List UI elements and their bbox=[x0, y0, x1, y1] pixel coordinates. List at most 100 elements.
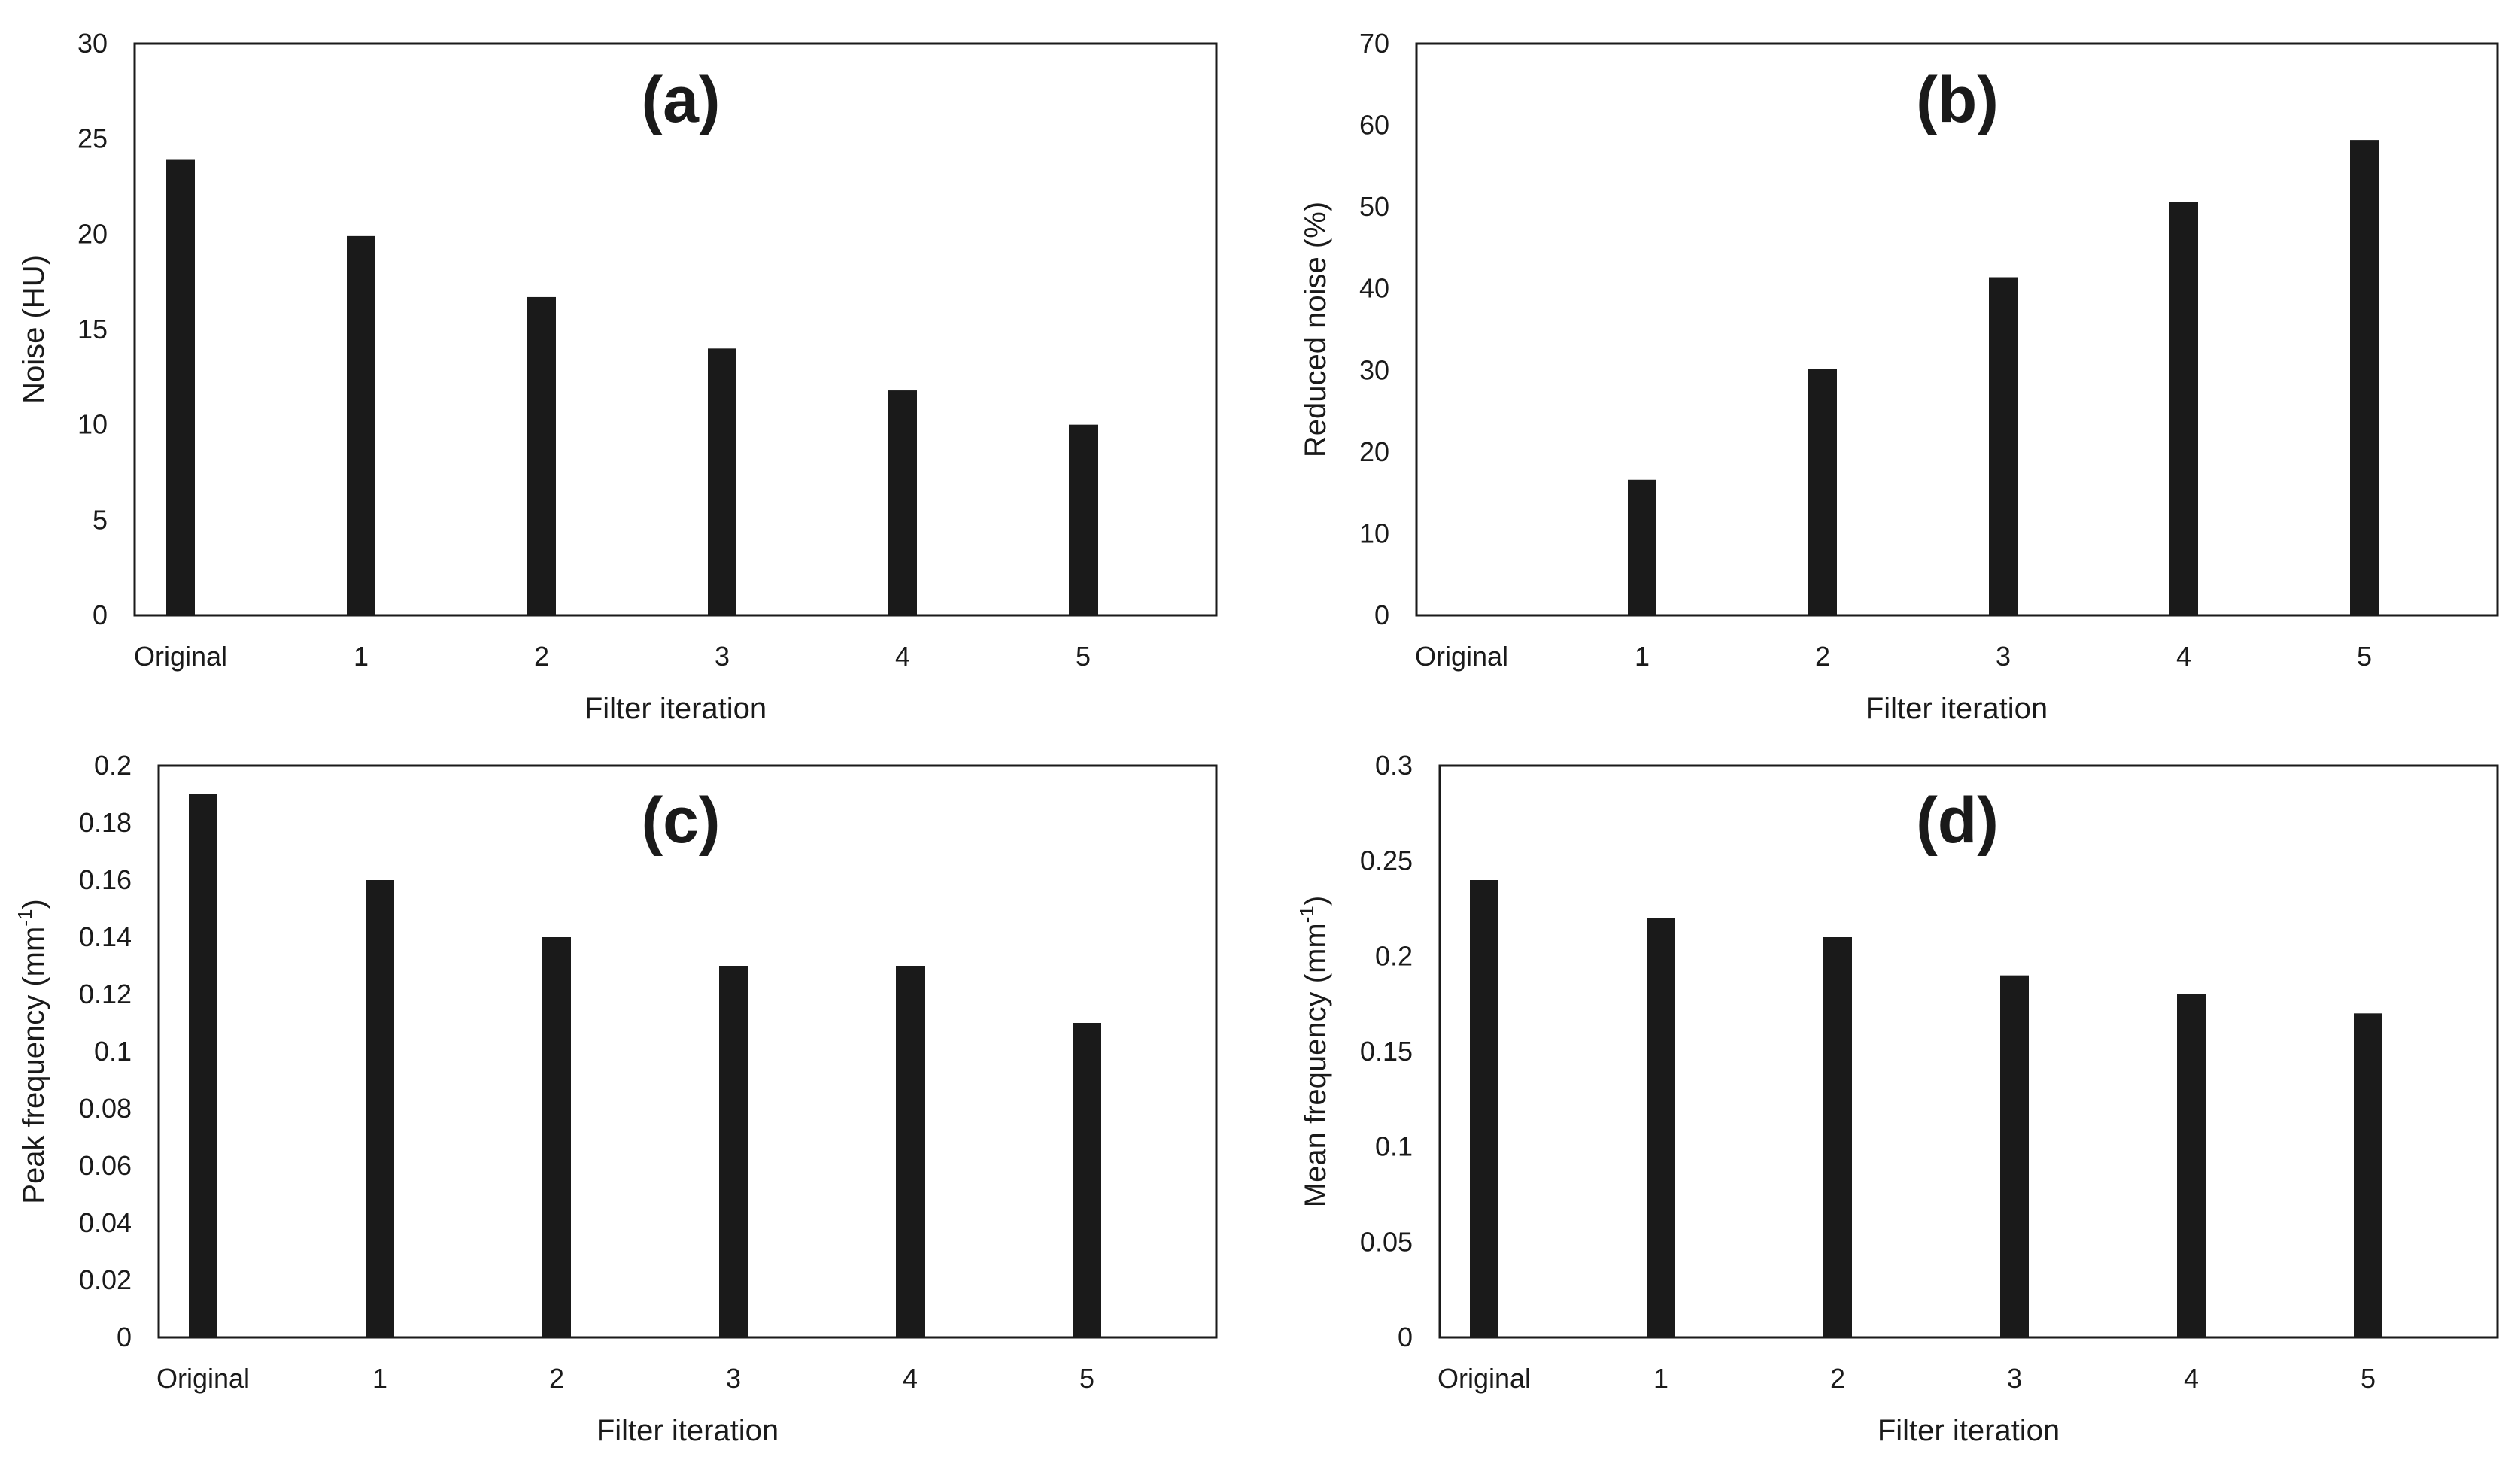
y-axis-title: Noise (HU) bbox=[17, 255, 50, 404]
panel-label: (c) bbox=[641, 785, 720, 857]
bar bbox=[1628, 479, 1656, 615]
x-tick-label: 4 bbox=[2184, 1363, 2199, 1394]
y-tick-label: 0.14 bbox=[79, 921, 132, 952]
y-axis-title: Mean frequency (mm-1) bbox=[1295, 896, 1332, 1207]
x-tick-label: 2 bbox=[1830, 1363, 1845, 1394]
y-tick-label: 40 bbox=[1359, 273, 1389, 304]
x-tick-label: 5 bbox=[2357, 641, 2372, 672]
bar bbox=[366, 880, 394, 1337]
y-tick-label: 0.04 bbox=[79, 1207, 132, 1238]
y-tick-label: 0.08 bbox=[79, 1093, 132, 1124]
x-tick-label: Original bbox=[1438, 1363, 1531, 1394]
y-tick-label: 0.2 bbox=[1375, 940, 1413, 971]
y-axis-title: Reduced noise (%) bbox=[1299, 202, 1332, 457]
y-tick-label: 0 bbox=[93, 599, 108, 630]
x-tick-label: 1 bbox=[1635, 641, 1650, 672]
bar bbox=[2177, 994, 2206, 1337]
x-tick-label: 4 bbox=[2176, 641, 2191, 672]
x-tick-label: 3 bbox=[715, 641, 730, 672]
chart-panel: 0 0.02 0.04 0.06 0.08 0.1 0.12 0.14 0.16 0.18 0.2 O… bbox=[14, 750, 1218, 1447]
x-tick-label: 2 bbox=[1815, 641, 1830, 672]
plot-frame bbox=[1438, 764, 2499, 1339]
panel-label: (d) bbox=[1916, 785, 1999, 857]
plot-frame bbox=[157, 764, 1218, 1339]
y-axis-title: Peak frequency (mm-1) bbox=[14, 899, 50, 1203]
bar bbox=[1069, 424, 1098, 615]
plot-frame bbox=[1415, 42, 2499, 617]
y-tick-label: 0.2 bbox=[94, 750, 132, 781]
y-tick-label: 20 bbox=[77, 218, 108, 249]
bar bbox=[166, 159, 195, 616]
x-tick-label: 5 bbox=[1076, 641, 1091, 672]
y-tick-label: 60 bbox=[1359, 110, 1389, 141]
y-tick-label: 0.3 bbox=[1375, 750, 1413, 781]
y-tick-label: 0 bbox=[117, 1322, 132, 1352]
y-tick-label: 0 bbox=[1398, 1322, 1413, 1352]
bar bbox=[1073, 1023, 1101, 1337]
y-tick-label: 25 bbox=[77, 123, 108, 154]
bar bbox=[527, 296, 556, 615]
chart-panel: 0 0.05 0.1 0.15 0.2 0.25 0.3 Original 1 2 3 4 5 Filte… bbox=[1295, 750, 2499, 1447]
bar bbox=[1470, 880, 1498, 1337]
y-tick-label: 5 bbox=[93, 504, 108, 535]
x-axis-title: Filter iteration bbox=[584, 692, 767, 725]
bar bbox=[2000, 975, 2029, 1337]
y-tick-label: 0.15 bbox=[1360, 1036, 1413, 1067]
bar bbox=[189, 794, 217, 1337]
x-axis-title: Filter iteration bbox=[1878, 1414, 2060, 1447]
bar bbox=[347, 235, 375, 615]
x-tick-label: 2 bbox=[534, 641, 549, 672]
x-axis-title: Filter iteration bbox=[597, 1414, 779, 1447]
bar bbox=[1823, 937, 1852, 1337]
y-tick-label: 0.25 bbox=[1360, 845, 1413, 876]
x-tick-label: 1 bbox=[372, 1363, 387, 1394]
x-tick-label: 2 bbox=[549, 1363, 564, 1394]
bar bbox=[1647, 918, 1675, 1337]
y-tick-label: 30 bbox=[77, 28, 108, 59]
y-tick-label: 15 bbox=[77, 314, 108, 344]
chart-panel: 0 5 10 15 20 25 30 Original 1 2 3 4 5 Filter iteratio… bbox=[17, 28, 1218, 725]
x-tick-label: 3 bbox=[726, 1363, 741, 1394]
y-tick-label: 0.18 bbox=[79, 807, 132, 838]
x-tick-label: Original bbox=[156, 1363, 250, 1394]
y-tick-label: 0 bbox=[1374, 599, 1389, 630]
y-tick-label: 10 bbox=[1359, 517, 1389, 548]
bar bbox=[888, 390, 917, 615]
x-tick-label: 3 bbox=[1996, 641, 2011, 672]
x-tick-label: 5 bbox=[1079, 1363, 1095, 1394]
y-tick-label: 20 bbox=[1359, 436, 1389, 467]
x-tick-label: 1 bbox=[1653, 1363, 1668, 1394]
y-tick-label: 70 bbox=[1359, 28, 1389, 59]
y-tick-label: 0.16 bbox=[79, 864, 132, 895]
bar bbox=[542, 937, 571, 1337]
y-tick-label: 10 bbox=[77, 409, 108, 440]
bar bbox=[708, 348, 736, 615]
panel-label: (a) bbox=[641, 64, 720, 136]
bar bbox=[1989, 277, 2018, 615]
y-tick-label: 0.06 bbox=[79, 1150, 132, 1181]
x-tick-label: 4 bbox=[895, 641, 910, 672]
x-tick-label: Original bbox=[1415, 641, 1508, 672]
bar bbox=[1808, 369, 1837, 615]
plot-frame bbox=[133, 42, 1218, 617]
x-axis-title: Filter iteration bbox=[1866, 692, 2048, 725]
bar bbox=[2169, 202, 2198, 616]
y-tick-label: 30 bbox=[1359, 354, 1389, 385]
x-tick-label: 3 bbox=[2007, 1363, 2022, 1394]
chart-panel: 0 10 20 30 40 50 60 70 Original 1 2 3 4 5 Filter itera… bbox=[1299, 28, 2499, 725]
y-tick-label: 0.12 bbox=[79, 979, 132, 1009]
y-tick-label: 0.1 bbox=[94, 1036, 132, 1067]
panel-label: (b) bbox=[1916, 64, 1999, 136]
y-tick-label: 0.1 bbox=[1375, 1131, 1413, 1162]
x-tick-label: 5 bbox=[2361, 1363, 2376, 1394]
y-tick-label: 0.02 bbox=[79, 1264, 132, 1295]
x-tick-label: Original bbox=[134, 641, 227, 672]
bar bbox=[896, 966, 925, 1337]
bar bbox=[2354, 1013, 2382, 1337]
bar bbox=[719, 966, 748, 1337]
bar bbox=[2350, 140, 2379, 616]
y-tick-label: 50 bbox=[1359, 191, 1389, 222]
y-tick-label: 0.05 bbox=[1360, 1226, 1413, 1257]
x-tick-label: 4 bbox=[903, 1363, 918, 1394]
